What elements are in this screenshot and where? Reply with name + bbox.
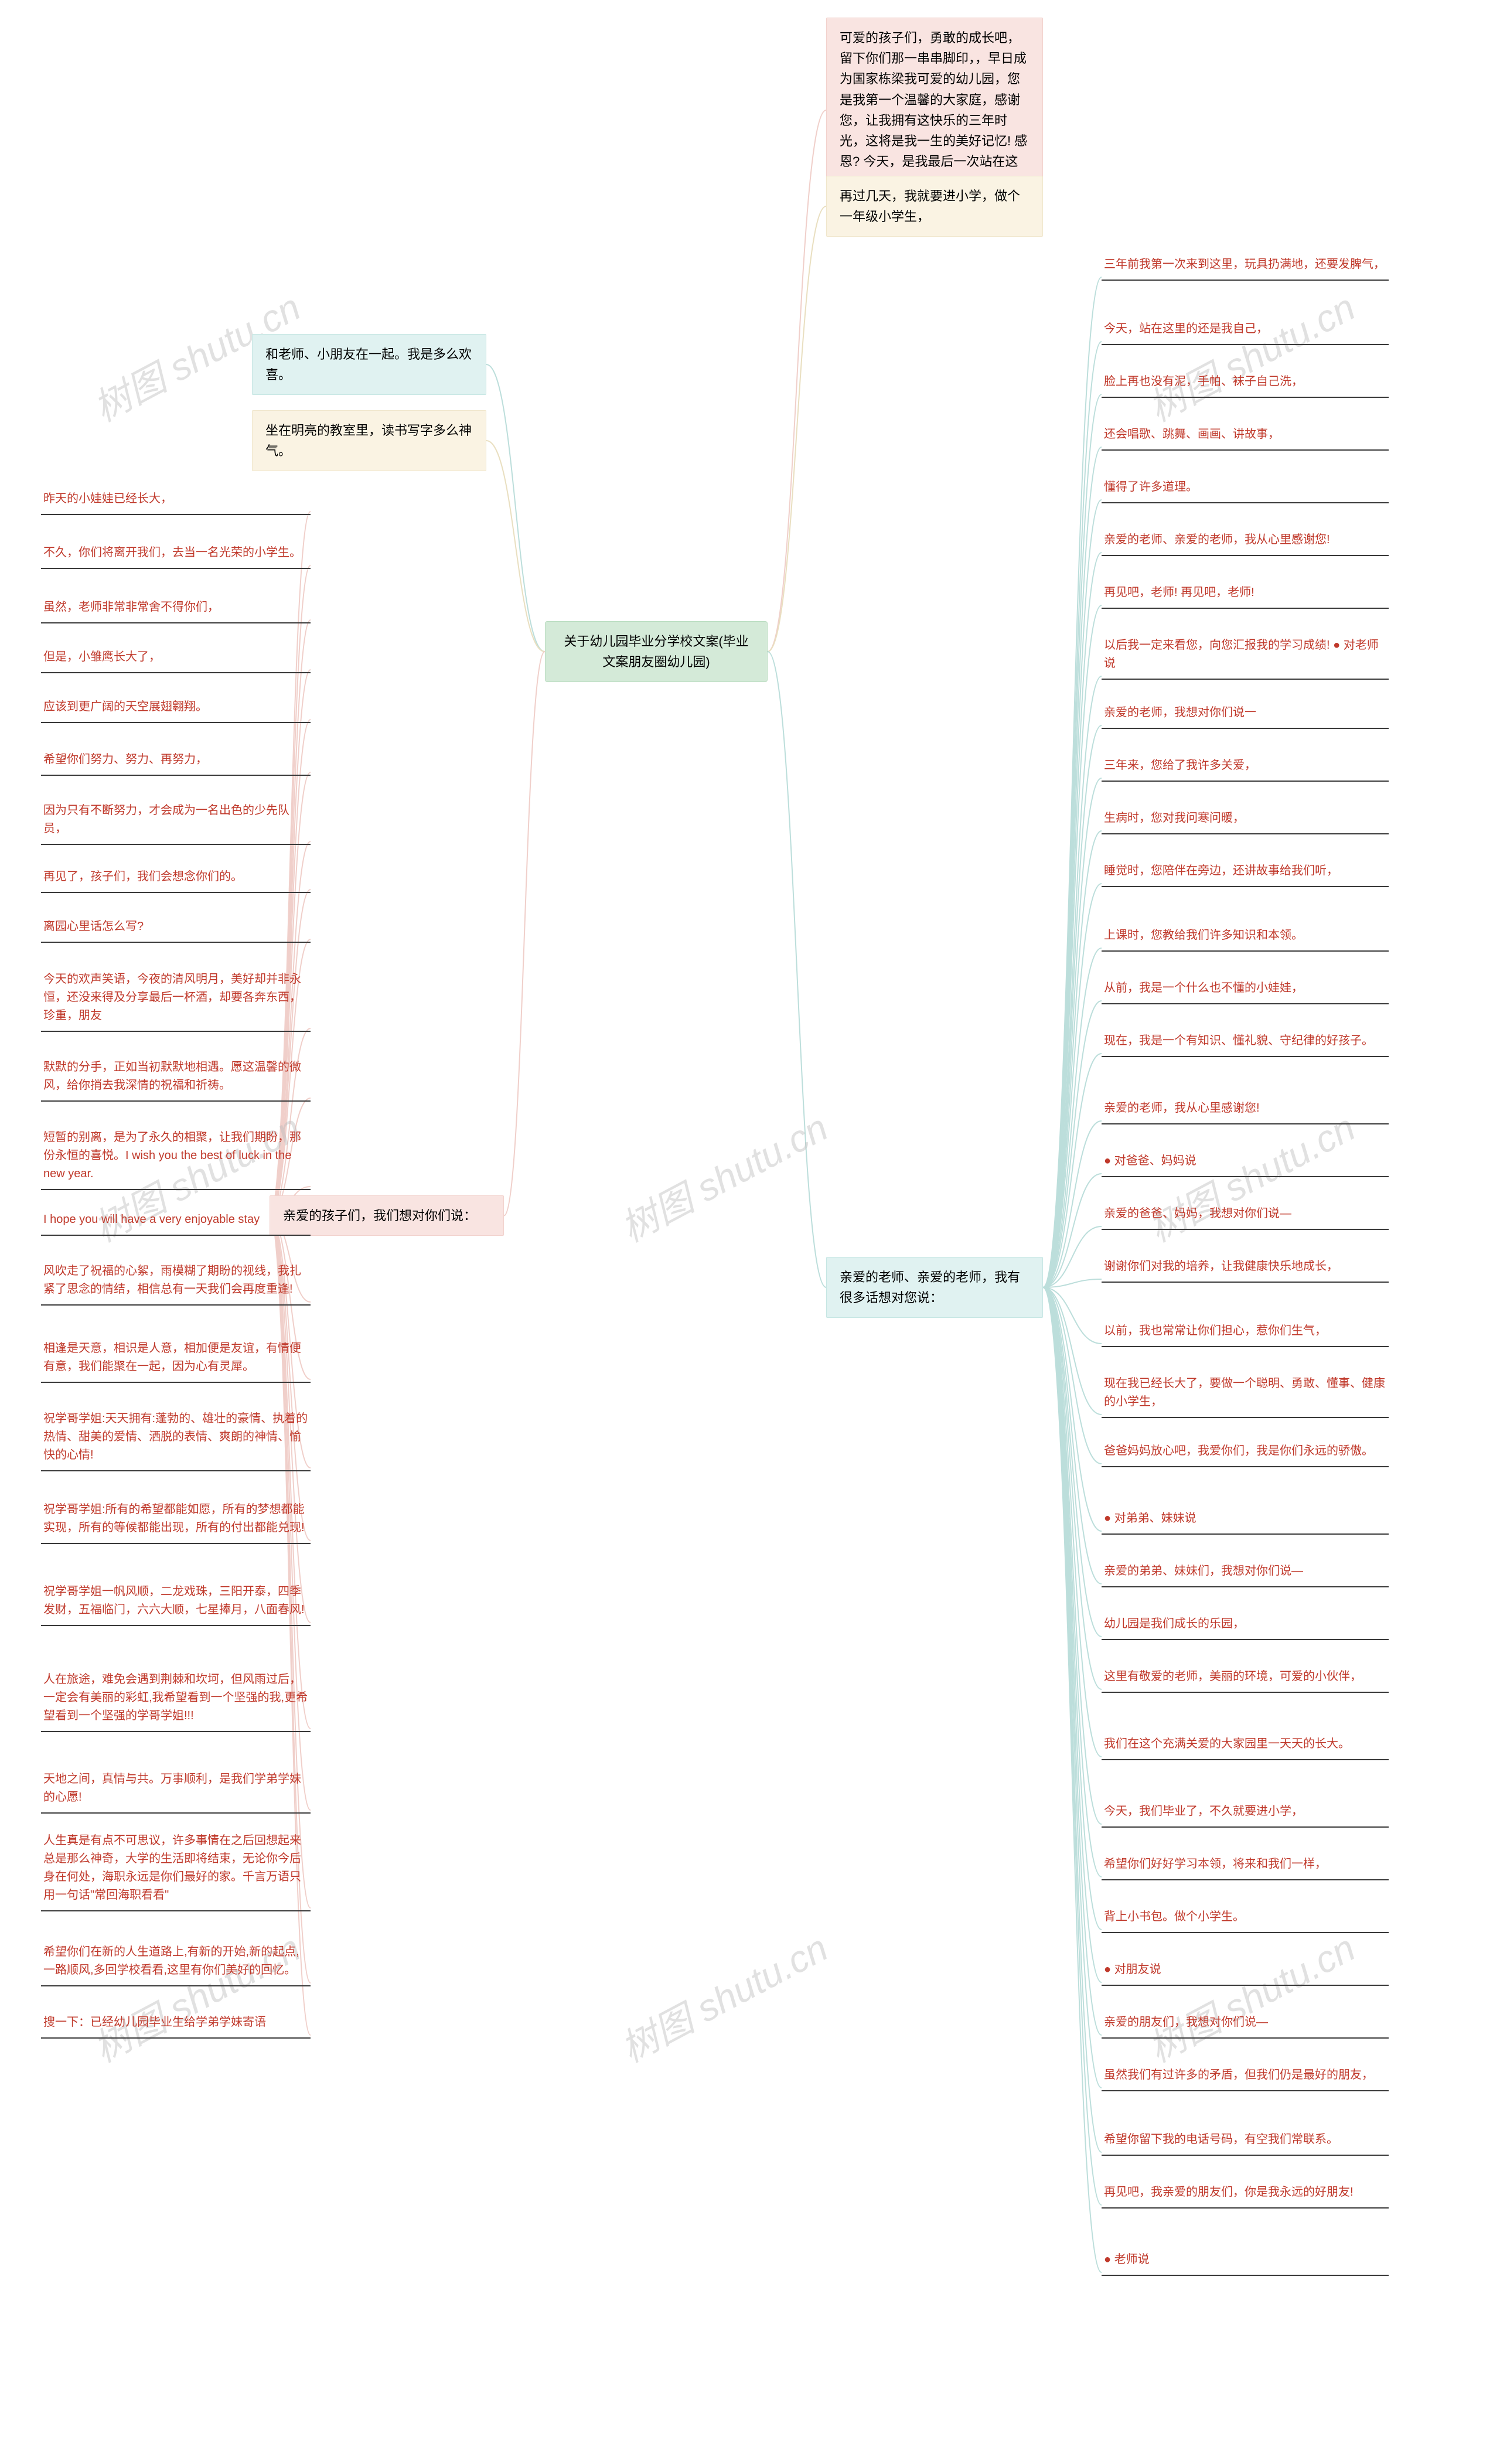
right-leaf: 现在，我是一个有知识、懂礼貌、守纪律的好孩子。 [1102, 1028, 1389, 1057]
branch-left-2: 坐在明亮的教室里，读书写字多么神气。 [252, 410, 486, 471]
right-leaf: 亲爱的老师，我想对你们说一 [1102, 700, 1389, 729]
left-leaf: 今天的欢声笑语，今夜的清风明月，美好却并非永恒，还没来得及分享最后一杯酒，却要各… [41, 967, 311, 1032]
right-leaf: 虽然我们有过许多的矛盾，但我们仍是最好的朋友， [1102, 2063, 1389, 2091]
right-leaf: 再见吧，我亲爱的朋友们，你是我永远的好朋友! [1102, 2180, 1389, 2209]
left-leaf: 人生真是有点不可思议，许多事情在之后回想起来总是那么神奇，大学的生活即将结束，无… [41, 1828, 311, 1911]
left-leaf: 短暂的别离，是为了永久的相聚，让我们期盼，那份永恒的喜悦。I wish you … [41, 1125, 311, 1190]
right-leaf: 今天，站在这里的还是我自己， [1102, 316, 1389, 345]
left-leaf: 不久，你们将离开我们，去当一名光荣的小学生。 [41, 540, 311, 569]
right-leaf: 生病时，您对我问寒问暖， [1102, 806, 1389, 834]
right-leaf: 幼儿园是我们成长的乐园， [1102, 1611, 1389, 1640]
branch-right-3: 亲爱的老师、亲爱的老师，我有很多话想对您说： [826, 1257, 1043, 1318]
right-leaf: ● 对爸爸、妈妈说 [1102, 1148, 1389, 1177]
right-leaf: 懂得了许多道理。 [1102, 475, 1389, 503]
right-leaf: 亲爱的老师，我从心里感谢您! [1102, 1096, 1389, 1124]
right-leaf: 谢谢你们对我的培养，让我健康快乐地成长， [1102, 1254, 1389, 1283]
right-leaf: ● 对朋友说 [1102, 1957, 1389, 1986]
left-leaf: 人在旅途，难免会遇到荆棘和坎坷，但风雨过后，一定会有美丽的彩虹,我希望看到一个坚… [41, 1667, 311, 1732]
watermark: 树图 shutu.cn [1137, 1918, 1363, 2073]
right-leaf: 睡觉时，您陪伴在旁边，还讲故事给我们听， [1102, 858, 1389, 887]
branch-left-1: 和老师、小朋友在一起。我是多么欢喜。 [252, 334, 486, 395]
left-leaf: 祝学哥学姐一帆风顺，二龙戏珠，三阳开泰，四季发财，五福临门，六六大顺，七星捧月，… [41, 1579, 311, 1626]
right-leaf: 现在我已经长大了，要做一个聪明、勇敢、懂事、健康的小学生， [1102, 1371, 1389, 1418]
branch-right-1: 可爱的孩子们，勇敢的成长吧，留下你们那一串串脚印，，早日成为国家栋梁我可爱的幼儿… [826, 18, 1043, 203]
right-leaf: 亲爱的朋友们，我想对你们说― [1102, 2010, 1389, 2039]
right-leaf: 亲爱的爸爸、妈妈，我想对你们说― [1102, 1201, 1389, 1230]
right-leaf: 这里有敬爱的老师，美丽的环境，可爱的小伙伴， [1102, 1664, 1389, 1693]
left-leaf: 但是，小雏鹰长大了， [41, 645, 311, 673]
watermark: 树图 shutu.cn [610, 1098, 836, 1252]
left-leaf: 搜一下：已经幼儿园毕业生给学弟学妹寄语 [41, 2010, 311, 2039]
left-leaf: 再见了，孩子们，我们会想念你们的。 [41, 864, 311, 893]
right-leaf: 爸爸妈妈放心吧，我爱你们，我是你们永远的骄傲。 [1102, 1439, 1389, 1467]
left-leaf: 因为只有不断努力，才会成为一名出色的少先队员， [41, 798, 311, 845]
right-leaf: 希望你们好好学习本领，将来和我们一样， [1102, 1852, 1389, 1880]
right-leaf: 三年来，您给了我许多关爱， [1102, 753, 1389, 782]
right-leaf: 背上小书包。做个小学生。 [1102, 1904, 1389, 1933]
left-leaf: 祝学哥学姐:天天拥有:蓬勃的、雄壮的豪情、执着的热情、甜美的爱情、洒脱的表情、爽… [41, 1406, 311, 1471]
right-leaf: 从前，我是一个什么也不懂的小娃娃， [1102, 976, 1389, 1004]
left-leaf: 天地之间，真情与共。万事顺利，是我们学弟学妹的心愿! [41, 1767, 311, 1814]
right-leaf: 上课时，您教给我们许多知识和本领。 [1102, 923, 1389, 952]
right-leaf: 以前，我也常常让你们担心，惹你们生气， [1102, 1318, 1389, 1347]
right-leaf: 今天，我们毕业了，不久就要进小学， [1102, 1799, 1389, 1828]
left-leaf: 希望你们在新的人生道路上,有新的开始,新的起点,一路顺风,多回学校看看,这里有你… [41, 1940, 311, 1986]
right-leaf: 脸上再也没有泥，手帕、袜子自己洗， [1102, 369, 1389, 398]
left-leaf: 相逢是天意，相识是人意，相加便是友谊，有情便有意，我们能聚在一起，因为心有灵犀。 [41, 1336, 311, 1383]
watermark: 树图 shutu.cn [610, 1918, 836, 2073]
mindmap-center: 关于幼儿园毕业分学校文案(毕业文案朋友圈幼儿园) [545, 621, 768, 682]
right-leaf: 以后我一定来看您，向您汇报我的学习成绩! ● 对老师说 [1102, 633, 1389, 680]
right-leaf: 亲爱的老师、亲爱的老师，我从心里感谢您! [1102, 527, 1389, 556]
right-leaf: 再见吧，老师! 再见吧，老师! [1102, 580, 1389, 609]
right-leaf: 亲爱的弟弟、妹妹们，我想对你们说― [1102, 1559, 1389, 1587]
left-leaf: 默默的分手，正如当初默默地相遇。愿这温馨的微风，给你捎去我深情的祝福和祈祷。 [41, 1055, 311, 1102]
right-leaf: 我们在这个充满关爱的大家园里一天天的长大。 [1102, 1732, 1389, 1760]
right-leaf: ● 老师说 [1102, 2247, 1389, 2276]
right-leaf: 三年前我第一次来到这里，玩具扔满地，还要发脾气， [1102, 252, 1389, 281]
left-leaf: 祝学哥学姐:所有的希望都能如愿，所有的梦想都能实现，所有的等候都能出现，所有的付… [41, 1497, 311, 1544]
right-leaf: ● 对弟弟、妹妹说 [1102, 1506, 1389, 1535]
left-leaf: 风吹走了祝福的心絮，雨模糊了期盼的视线，我扎紧了思念的情结，相信总有一天我们会再… [41, 1259, 311, 1306]
left-leaf: 昨天的小娃娃已经长大， [41, 486, 311, 515]
left-leaf: 应该到更广阔的天空展翅翱翔。 [41, 694, 311, 723]
left-leaf: 虽然，老师非常非常舍不得你们， [41, 595, 311, 623]
left-leaf: 离园心里话怎么写? [41, 914, 311, 943]
right-leaf: 还会唱歌、跳舞、画画、讲故事， [1102, 422, 1389, 451]
branch-right-2: 再过几天，我就要进小学，做个一年级小学生， [826, 176, 1043, 237]
left-leaf: I hope you will have a very enjoyable st… [41, 1207, 311, 1236]
watermark: 树图 shutu.cn [1137, 278, 1363, 432]
right-leaf: 希望你留下我的电话号码，有空我们常联系。 [1102, 2127, 1389, 2156]
left-leaf: 希望你们努力、努力、再努力， [41, 747, 311, 776]
